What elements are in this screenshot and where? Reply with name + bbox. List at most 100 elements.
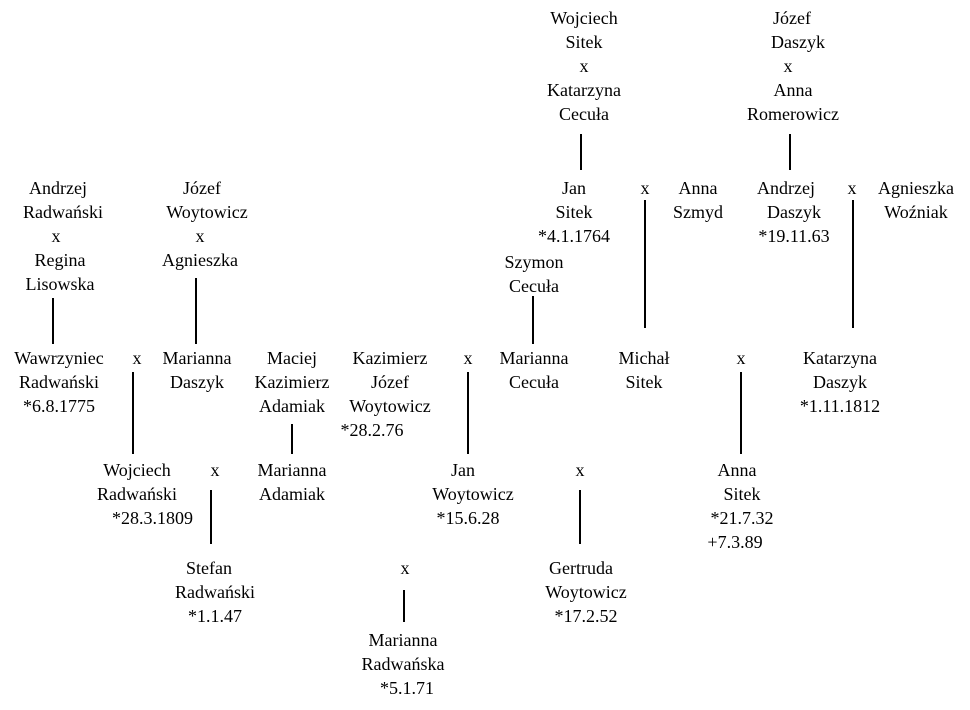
descent-line [579, 490, 581, 544]
marriage-mark: x [210, 460, 220, 480]
marriage-mark: x [463, 348, 473, 368]
person-name-line: Woytowicz [349, 396, 431, 416]
person-name-line: Stefan [186, 558, 232, 578]
person-name-line: Daszyk [767, 202, 821, 222]
person-jozef-woytowicz: Józef Woytowicz [152, 176, 252, 224]
marriage-mark: x [195, 226, 205, 246]
person-name-line: Michał [618, 348, 670, 368]
person-name-line: Radwański [19, 372, 99, 392]
person-katarzyna-cecula: Katarzyna Cecuła [529, 78, 639, 126]
person-name-line: Jan [562, 178, 586, 198]
person-name-line: Jan [451, 460, 475, 480]
person-andrzej-daszyk: Andrzej Daszyk *19.11.63 [744, 176, 844, 248]
birth-date: *21.7.32 [710, 508, 774, 528]
person-name-line: Agnieszka [162, 250, 238, 270]
descent-line [740, 372, 742, 454]
descent-line [532, 296, 534, 344]
person-agnieszka: Agnieszka [150, 248, 250, 272]
person-name-line: Sitek [565, 32, 603, 52]
person-andrzej-radwanski: Andrzej Radwański [8, 176, 108, 224]
descent-line [132, 372, 134, 454]
person-name-line: Wojciech [103, 460, 171, 480]
birth-date: *15.6.28 [436, 508, 500, 528]
person-name-line: Adamiak [259, 396, 325, 416]
person-stefan-radwanski: Stefan Radwański *1.1.47 [160, 556, 270, 628]
person-name-line: Wawrzyniec [14, 348, 104, 368]
person-name-line: Daszyk [771, 32, 825, 52]
descent-line [210, 490, 212, 544]
descent-line [291, 424, 293, 454]
person-name-line: Sitek [555, 202, 593, 222]
person-name-line: Agnieszka [878, 178, 954, 198]
birth-date: *17.2.52 [554, 606, 618, 626]
person-name-line: Marianna [162, 348, 232, 368]
birth-date: *1.1.47 [188, 606, 242, 626]
person-name-line: Józef [183, 178, 221, 198]
marriage-mark: x [736, 348, 746, 368]
person-name-line: Woźniak [884, 202, 948, 222]
person-name-line: Szmyd [672, 202, 723, 222]
marriage-mark: x [640, 178, 650, 198]
person-name-line: Cecuła [559, 104, 609, 124]
person-name-line: Marianna [499, 348, 569, 368]
person-name-line: Daszyk [170, 372, 224, 392]
person-regina-lisowska: Regina Lisowska [10, 248, 110, 296]
descent-line [852, 200, 854, 328]
person-name-line: Marianna [257, 460, 327, 480]
person-marianna-cecula: Marianna Cecuła [486, 346, 582, 394]
person-name-line: Marianna [368, 630, 438, 650]
person-name-line: Szymon [504, 252, 564, 272]
person-name-line: Radwański [97, 484, 177, 504]
marriage-mark: x [132, 348, 142, 368]
birth-date: *1.11.1812 [799, 396, 881, 416]
person-name-line: Andrzej [757, 178, 815, 198]
person-name-line: Gertruda [549, 558, 613, 578]
person-name-line: Adamiak [259, 484, 325, 504]
person-name-line: Józef [773, 8, 811, 28]
birth-date: *6.8.1775 [23, 396, 95, 416]
person-name-line: Maciej [267, 348, 317, 368]
person-name-line: Romerowicz [747, 104, 839, 124]
birth-date: *28.2.76 [340, 420, 404, 440]
birth-date: *5.1.71 [380, 678, 434, 698]
marriage-mark: x [575, 460, 585, 480]
person-wojciech-radwanski: Wojciech Radwański *28.3.1809 [82, 458, 193, 530]
person-name-line: Cecuła [509, 372, 559, 392]
birth-date: *4.1.1764 [538, 226, 610, 246]
person-name-line: Anna [773, 80, 813, 100]
descent-line [644, 200, 646, 328]
person-wojciech-sitek: Wojciech Sitek [534, 6, 634, 54]
birth-date: *19.11.63 [758, 226, 830, 246]
person-marianna-daszyk: Marianna Daszyk [152, 346, 242, 394]
person-anna-sitek: Anna Sitek *21.7.32 +7.3.89 [694, 458, 790, 554]
descent-line [403, 590, 405, 622]
person-name-line: Regina [34, 250, 86, 270]
person-name-line: Anna [717, 460, 757, 480]
person-name-line: Sitek [625, 372, 663, 392]
person-name-line: Radwański [23, 202, 103, 222]
person-jan-woytowicz: Jan Woytowicz *15.6.28 [420, 458, 526, 530]
person-name-line: Lisowska [25, 274, 95, 294]
person-anna-romerowicz: Anna Romerowicz [733, 78, 853, 126]
person-gertruda-woytowicz: Gertruda Woytowicz *17.2.52 [530, 556, 642, 628]
descent-line [580, 134, 582, 170]
person-name-line: Katarzyna [547, 80, 621, 100]
person-szymon-cecula: Szymon Cecuła [484, 250, 584, 298]
marriage-mark: x [783, 56, 793, 76]
person-name-line: Katarzyna [803, 348, 877, 368]
person-name-line: Sitek [723, 484, 761, 504]
person-agnieszka-wozniak: Agnieszka Woźniak [868, 176, 964, 224]
birth-date: *28.3.1809 [112, 508, 193, 528]
person-name-line: Radwański [175, 582, 255, 602]
person-name-line: Woytowicz [432, 484, 514, 504]
person-name-line: Józef [371, 372, 409, 392]
marriage-mark: x [579, 56, 589, 76]
person-jozef-daszyk: Józef Daszyk [742, 6, 842, 54]
person-name-line: Radwańska [361, 654, 445, 674]
person-wawrzyniec-radwanski: Wawrzyniec Radwański *6.8.1775 [4, 346, 114, 418]
person-marianna-radwanska: Marianna Radwańska *5.1.71 [348, 628, 458, 700]
person-name-line: Kazimierz [254, 372, 330, 392]
person-maciej-kazimierz-adamiak: Maciej Kazimierz Adamiak [244, 346, 340, 418]
person-name-line: Andrzej [29, 178, 87, 198]
person-name-line: Daszyk [813, 372, 867, 392]
